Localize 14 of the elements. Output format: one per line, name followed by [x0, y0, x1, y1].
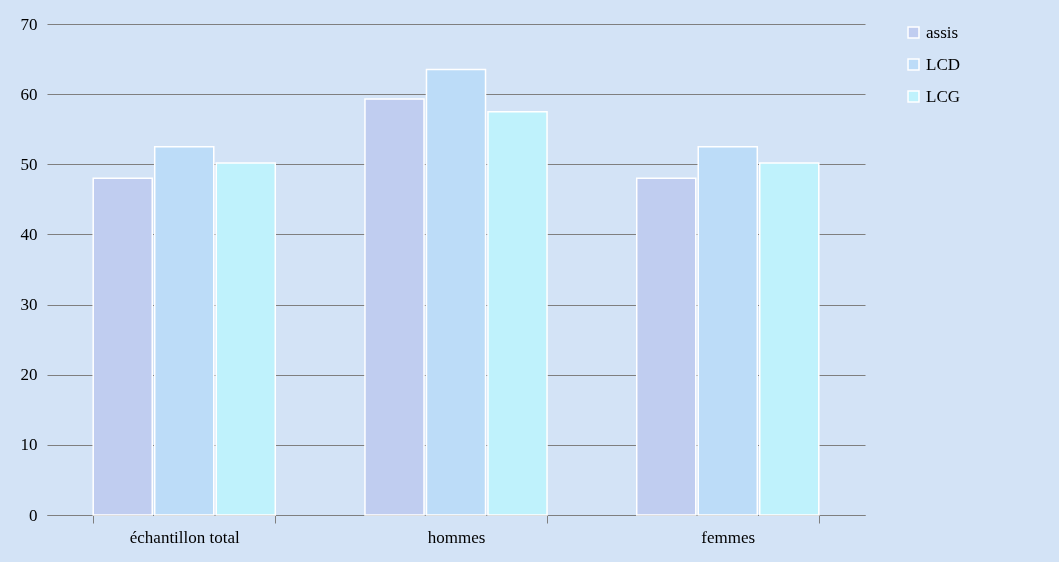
legend-label: LCD	[926, 54, 960, 74]
y-tick-label: 40	[20, 224, 38, 244]
y-tick-label: 0	[29, 505, 38, 525]
x-tick-label: femmes	[701, 527, 756, 547]
y-tick-label: 30	[20, 295, 38, 315]
x-tick-label: hommes	[427, 527, 486, 547]
legend-label: LCG	[926, 86, 960, 106]
x-tick-label: échantillon total	[129, 527, 241, 547]
y-tick-label: 10	[20, 435, 38, 455]
y-tick-label: 20	[20, 365, 38, 385]
legend-label: assis	[926, 22, 959, 42]
y-tick-label: 50	[20, 154, 38, 174]
y-tick-label: 70	[20, 14, 38, 34]
y-tick-label: 60	[20, 84, 38, 104]
